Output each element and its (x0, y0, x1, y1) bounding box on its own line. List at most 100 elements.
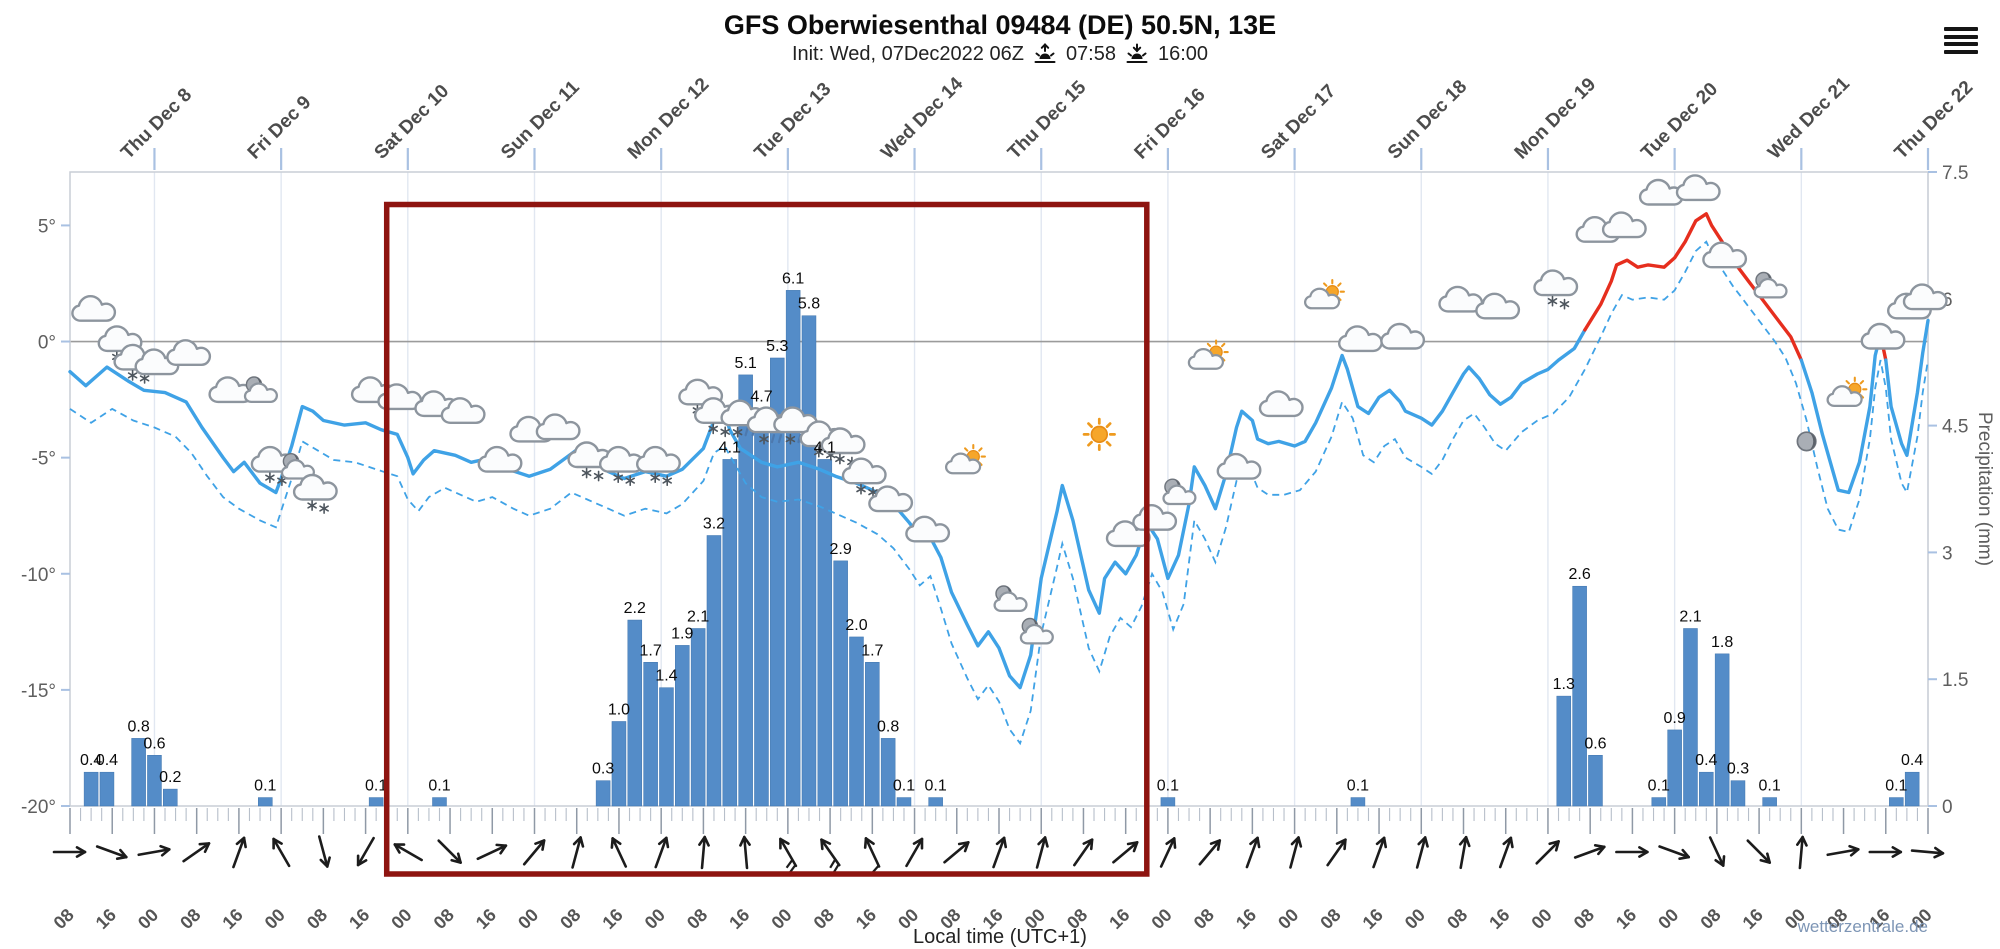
wind-arrow (1198, 839, 1222, 866)
precip-axis-label: 1.5 (1942, 670, 1968, 691)
precip-bar (1160, 797, 1176, 807)
precip-bar (432, 797, 447, 807)
wind-arrow (522, 839, 546, 866)
precip-bar (1651, 797, 1667, 807)
precip-value-label: 0.1 (254, 778, 276, 795)
precip-bar (627, 619, 643, 807)
wind-arrow (52, 846, 87, 858)
precip-value-label: 4.1 (814, 439, 836, 456)
precip-value-label: 6.1 (782, 270, 804, 287)
weather-icon-sun (1084, 419, 1114, 449)
wind-arrow (1073, 838, 1094, 867)
temp-axis-label: 5° (38, 216, 56, 237)
weather-icon-cloud (1603, 213, 1646, 238)
precip-value-label: 2.9 (830, 541, 852, 558)
weather-icon-cloud (1703, 243, 1746, 268)
precip-value-label: 0.2 (159, 769, 181, 786)
weather-icon-moon-cloud (1021, 619, 1053, 644)
precip-bar (880, 738, 896, 807)
precip-bar (849, 636, 864, 807)
precip-bar (817, 459, 833, 807)
wind-arrow (1245, 836, 1261, 869)
wind-arrow (1868, 846, 1903, 858)
precip-value-label: 2.0 (845, 617, 867, 634)
precip-value-label: 5.1 (735, 355, 757, 372)
weather-icon-sun-cloud (1189, 341, 1228, 369)
precip-value-label: 1.4 (655, 668, 677, 685)
wind-arrow (1796, 835, 1808, 870)
weather-icon-cloud (1862, 324, 1905, 349)
weather-icon-cloud-snow (637, 447, 680, 485)
precip-bar (1588, 755, 1603, 807)
precip-value-label: 0.1 (1648, 778, 1670, 795)
precip-bar (659, 687, 674, 807)
precip-value-label: 5.8 (798, 296, 820, 313)
precip-bar (1889, 797, 1904, 807)
precip-value-label: 1.0 (608, 701, 630, 718)
day-label: Wed Dec 14 (877, 73, 967, 163)
weather-icon-cloud (479, 447, 522, 472)
day-label: Mon Dec 19 (1511, 74, 1601, 164)
precip-value-label: 0.4 (1695, 752, 1717, 769)
wind-arrow (476, 843, 508, 861)
page-title: GFS Oberwiesenthal 09484 (DE) 50.5N, 13E (723, 10, 1277, 40)
wind-arrow (1112, 841, 1139, 864)
weather-icon-cloud-snow (1535, 271, 1578, 309)
precip-bar (928, 797, 943, 807)
weather-icon-cloud (1339, 326, 1382, 351)
precip-bar (131, 738, 146, 807)
chart-subtitle: Init: Wed, 07Dec2022 06Z 07:58 (0, 42, 2000, 66)
wind-arrow (1159, 837, 1177, 868)
precip-value-label: 2.6 (1569, 566, 1591, 583)
weather-icon-cloud-snow (294, 475, 337, 513)
day-label: Mon Dec 12 (624, 74, 714, 164)
precip-bar (83, 771, 99, 807)
precip-value-label: 1.7 (861, 642, 883, 659)
temp-axis-label: -10° (21, 565, 56, 586)
precip-axis-label: 0 (1942, 797, 1953, 818)
precip-value-label: 4.1 (719, 439, 741, 456)
wind-arrow (992, 836, 1008, 869)
precip-axis-title: Precipitation (mm) (1974, 412, 1995, 566)
precip-bar (865, 662, 880, 807)
precip-bar (722, 459, 738, 807)
precip-value-label: 0.4 (80, 752, 102, 769)
weather-icon-cloud (1440, 287, 1483, 312)
wind-arrow (317, 835, 331, 868)
wind-arrow (1035, 836, 1049, 869)
precip-bar (1572, 585, 1587, 807)
precip-bar (690, 628, 706, 807)
precip-value-label: 0.4 (1901, 752, 1923, 769)
precip-value-label: 0.9 (1664, 710, 1686, 727)
wind-arrow (1910, 846, 1945, 859)
wind-arrow (437, 839, 462, 864)
weather-icon-cloud (1476, 294, 1519, 319)
wind-arrow (1372, 836, 1388, 869)
wind-arrow (1708, 836, 1726, 867)
dewpoint-line (69, 240, 1929, 746)
weather-icon-cloud (537, 415, 580, 440)
precip-value-label: 1.3 (1553, 676, 1575, 693)
highlight-box (383, 201, 1150, 877)
weather-icon-cloud (1133, 505, 1176, 530)
wind-arrow (137, 844, 171, 857)
precip-value-label: 2.1 (687, 608, 709, 625)
precip-value-label: 5.3 (766, 338, 788, 355)
precip-bar (643, 662, 658, 807)
day-label: Sat Dec 10 (371, 81, 454, 164)
precip-bar (754, 408, 769, 807)
weather-icon-cloud (1381, 324, 1424, 349)
weather-icon-moon-cloud (1755, 273, 1787, 298)
precip-bar (258, 797, 273, 807)
precip-bar (770, 357, 785, 807)
weather-icon-cloud (1904, 285, 1947, 310)
precip-bar (833, 560, 848, 807)
day-label: Thu Dec 8 (117, 84, 196, 163)
day-label: Sat Dec 17 (1257, 81, 1340, 164)
precip-value-label: 0.8 (127, 718, 149, 735)
watermark: wetterzentrale.de (1797, 917, 1928, 936)
weather-icon-moon-cloud (245, 377, 277, 402)
weather-icon-cloud (1260, 391, 1303, 416)
menu-button[interactable] (1944, 27, 1978, 57)
